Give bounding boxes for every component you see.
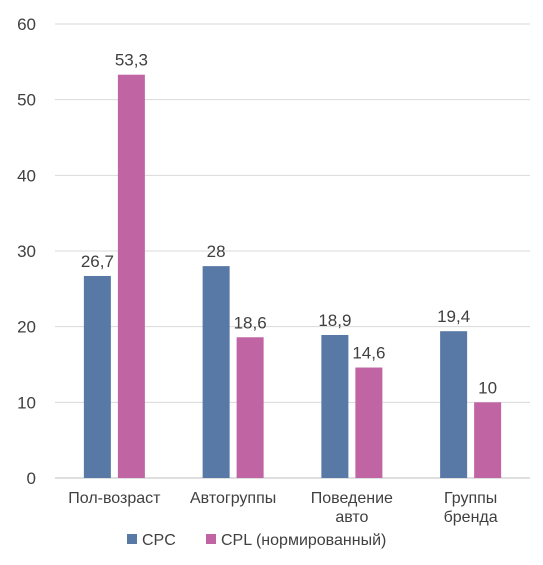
y-tick-label: 10 [17,393,36,412]
bars [83,74,502,479]
data-label: 28 [207,242,226,261]
bar-cpc-2 [321,334,349,478]
data-labels: 26,7 53,3 28 18,6 18,914,6 19,4 10 [81,51,497,398]
bar-cpc-3 [440,331,468,478]
bar-cpc-0 [83,275,111,478]
legend: CPC CPL (нормированный) [127,532,386,549]
bar-cpl-1 [236,337,264,478]
y-axis-tick-labels: 0 10 20 30 40 50 60 [17,15,36,488]
legend-label: CPC [142,532,176,549]
x-category-label: Автогруппы [190,490,276,507]
bar-cpc-1 [202,266,230,478]
y-tick-label: 50 [17,91,36,110]
legend-swatch-cpl [206,534,216,544]
data-label: 19,4 [437,307,470,326]
bar-cpl-2 [355,367,383,478]
data-label: 14,6 [352,344,385,363]
x-category-label: Пол-возраст [68,490,161,507]
x-category-label: Группы бренда [444,490,498,526]
legend-label: CPL (нормированный) [221,532,386,549]
y-tick-label: 40 [17,166,36,185]
x-category-label: Поведение авто [311,490,393,526]
bar-cpl-0 [117,74,145,479]
y-tick-label: 60 [17,15,36,34]
y-tick-label: 0 [27,469,36,488]
data-label: 10 [478,378,497,397]
data-label: 18,6 [234,313,267,332]
data-label: 53,3 [115,51,148,70]
data-label: 18,9 [318,311,351,330]
x-axis-category-labels: Пол-возраст Автогруппы Поведение авто Группы… [68,490,497,526]
y-tick-label: 20 [17,318,36,337]
bar-cpl-3 [474,402,502,478]
y-tick-label: 30 [17,242,36,261]
legend-swatch-cpc [127,534,137,544]
data-label: 26,7 [81,252,114,271]
